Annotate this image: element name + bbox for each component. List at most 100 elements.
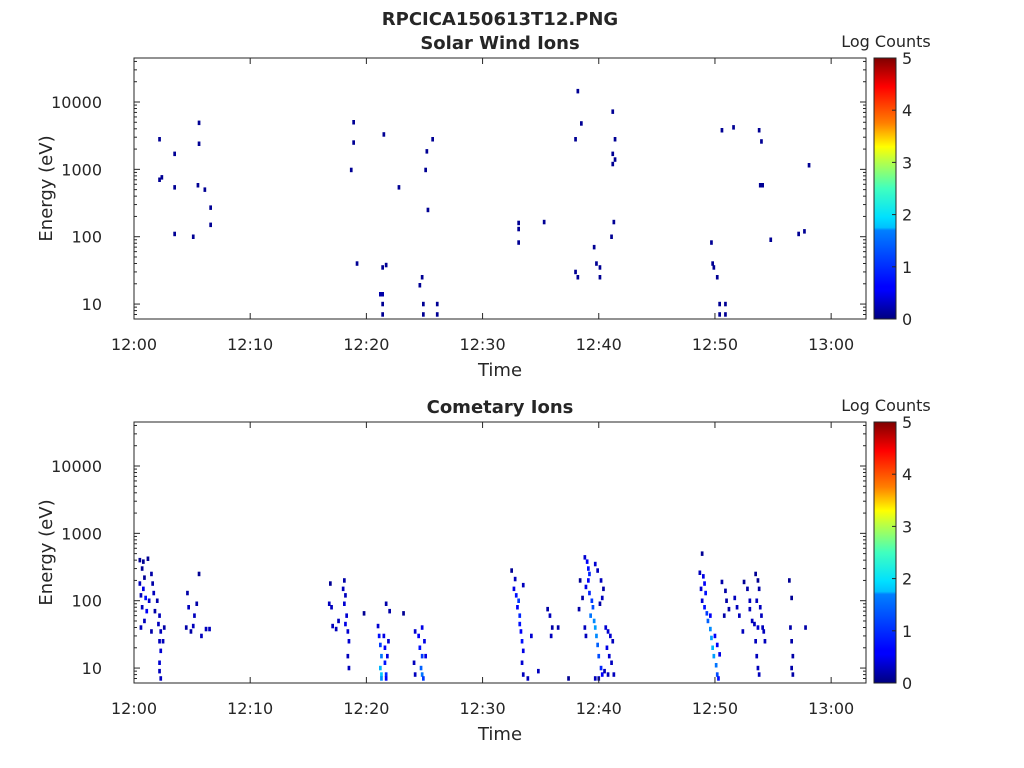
data-cell xyxy=(187,605,190,610)
data-cell xyxy=(388,608,391,614)
data-cell xyxy=(606,672,610,677)
data-cell xyxy=(158,177,161,182)
data-cell xyxy=(589,613,592,618)
data-cell xyxy=(377,633,381,639)
data-cell xyxy=(158,660,161,665)
data-cell xyxy=(610,660,613,665)
data-cell xyxy=(757,586,761,592)
data-cell xyxy=(698,570,702,575)
data-cell xyxy=(593,561,597,567)
data-cell xyxy=(542,219,546,225)
data-cell xyxy=(720,128,724,133)
data-cell xyxy=(431,137,434,142)
colorbar xyxy=(873,421,897,684)
data-cell xyxy=(598,275,602,280)
data-cell xyxy=(425,149,429,154)
data-cell xyxy=(578,578,582,583)
data-cell xyxy=(139,625,143,630)
data-cell xyxy=(738,613,741,618)
data-cell xyxy=(709,613,712,618)
data-cell xyxy=(329,581,332,586)
data-cell xyxy=(512,586,516,592)
data-cell xyxy=(184,625,188,630)
data-cell xyxy=(516,605,519,610)
data-cell xyxy=(423,639,426,644)
data-cell xyxy=(705,611,709,616)
data-cell xyxy=(600,672,604,677)
data-cell xyxy=(435,312,439,317)
axes-frame xyxy=(133,421,867,684)
data-cell xyxy=(341,586,345,592)
data-cell xyxy=(702,574,705,579)
data-cell xyxy=(583,625,587,630)
data-cell xyxy=(718,652,721,657)
data-cell xyxy=(157,621,160,627)
data-cell xyxy=(159,629,163,634)
data-cell xyxy=(347,639,351,644)
data-cell xyxy=(346,653,350,659)
data-cell xyxy=(158,639,161,644)
data-cell xyxy=(420,672,424,677)
data-cell xyxy=(517,220,520,226)
data-cell xyxy=(379,665,382,671)
data-cell xyxy=(549,633,553,639)
data-cell xyxy=(158,668,161,674)
data-cell xyxy=(706,618,710,624)
data-cell xyxy=(517,226,520,232)
data-cell xyxy=(379,642,382,648)
data-cell xyxy=(595,261,598,266)
data-cell xyxy=(381,292,384,297)
data-cell xyxy=(717,676,720,681)
data-cell xyxy=(754,571,757,577)
data-cell xyxy=(611,639,615,644)
data-cell xyxy=(712,265,716,270)
data-cell xyxy=(200,633,203,639)
data-cell xyxy=(140,605,144,610)
data-cell xyxy=(748,598,752,603)
data-cell xyxy=(710,240,713,245)
data-cell xyxy=(762,629,766,634)
data-cell xyxy=(327,601,331,606)
y-tick-label: 100 xyxy=(71,228,102,247)
data-cell xyxy=(384,672,388,677)
data-cell xyxy=(334,626,338,632)
data-cell xyxy=(599,665,603,671)
y-axis-label: Energy (eV) xyxy=(36,135,57,241)
data-cell xyxy=(788,578,791,583)
data-cell xyxy=(735,605,739,610)
data-cell xyxy=(725,598,728,603)
data-cell xyxy=(424,653,427,659)
data-cell xyxy=(518,613,522,618)
data-cell xyxy=(514,593,518,598)
data-cell xyxy=(613,157,617,162)
data-cell xyxy=(761,625,764,630)
data-cell xyxy=(576,275,580,280)
data-cell xyxy=(803,229,806,234)
data-cell xyxy=(593,676,597,681)
data-cell xyxy=(596,642,599,648)
x-tick-label: 12:40 xyxy=(576,335,622,354)
x-tick-label: 13:00 xyxy=(808,335,854,354)
data-cell xyxy=(526,676,530,681)
data-cell xyxy=(208,626,211,632)
data-cell xyxy=(709,626,712,632)
data-cell xyxy=(155,598,159,603)
colorbar-tick-label: 1 xyxy=(902,622,912,641)
data-cell xyxy=(602,586,605,592)
data-cell xyxy=(756,665,760,671)
data-cell xyxy=(355,261,359,266)
data-cell xyxy=(741,629,745,634)
data-cell xyxy=(600,595,604,601)
colorbar-tick-label: 2 xyxy=(902,206,912,225)
data-cell xyxy=(700,551,704,556)
data-cell xyxy=(418,645,422,650)
data-cell xyxy=(521,648,525,654)
data-cell xyxy=(158,613,161,618)
data-cell xyxy=(789,625,792,630)
data-cell xyxy=(595,633,598,639)
colorbar-tick-label: 0 xyxy=(902,310,912,329)
data-cell xyxy=(352,140,355,145)
data-cell xyxy=(160,175,164,180)
data-cell xyxy=(521,672,525,677)
